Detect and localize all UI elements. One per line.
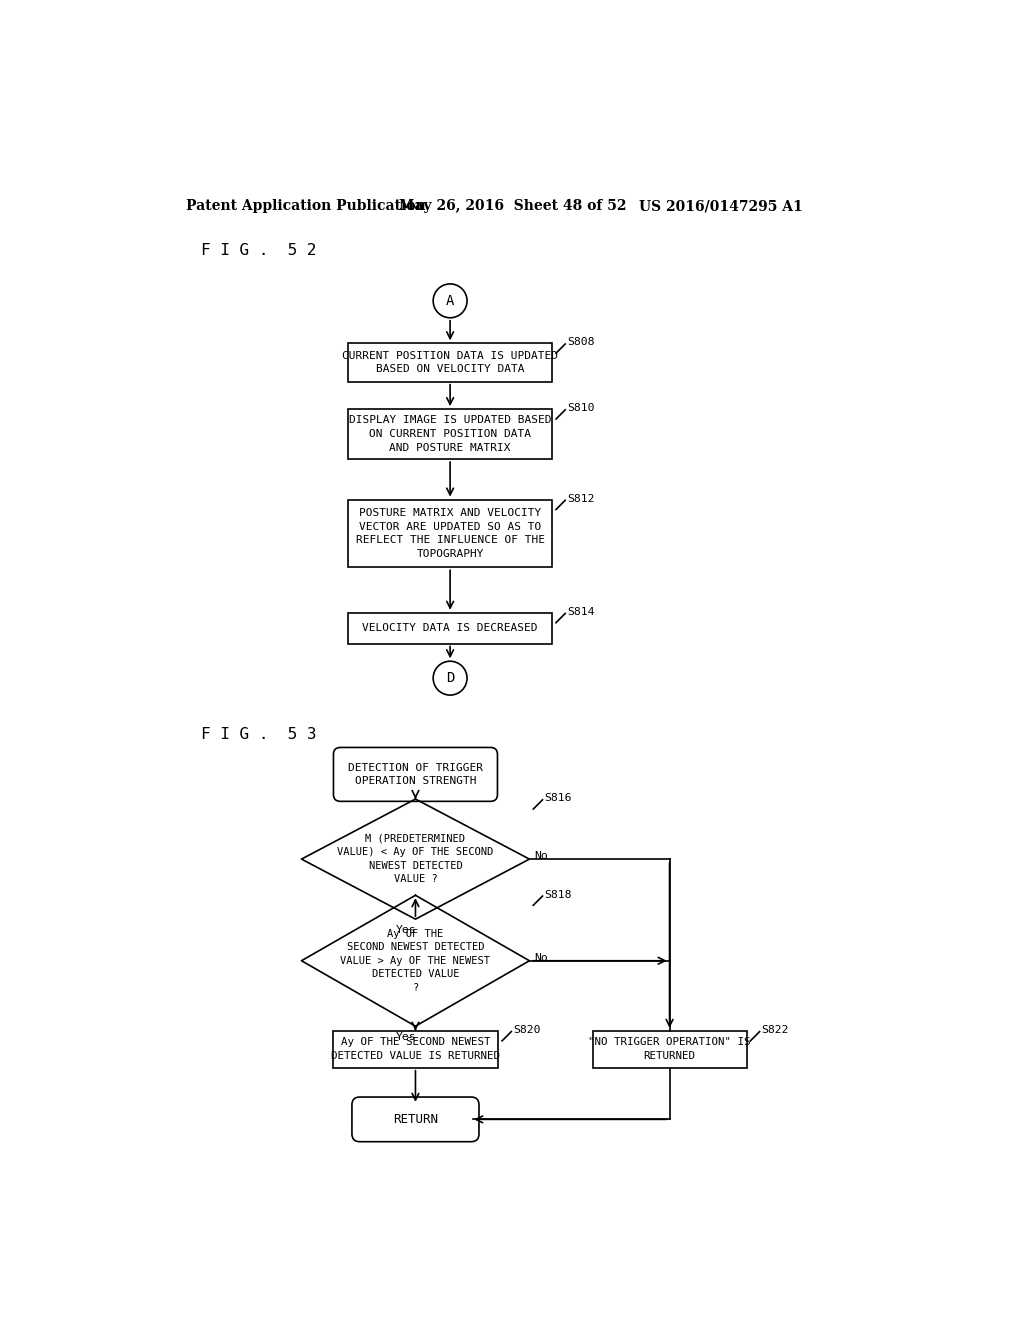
Text: S818: S818 bbox=[544, 890, 571, 899]
Text: "NO TRIGGER OPERATION" IS
RETURNED: "NO TRIGGER OPERATION" IS RETURNED bbox=[589, 1038, 751, 1061]
FancyBboxPatch shape bbox=[352, 1097, 479, 1142]
Text: S810: S810 bbox=[566, 404, 594, 413]
Text: D: D bbox=[445, 671, 455, 685]
Text: RETURN: RETURN bbox=[393, 1113, 438, 1126]
FancyBboxPatch shape bbox=[348, 612, 552, 644]
Text: F I G .  5 3: F I G . 5 3 bbox=[202, 727, 316, 742]
FancyBboxPatch shape bbox=[348, 499, 552, 568]
Circle shape bbox=[433, 284, 467, 318]
Text: M (PREDETERMINED
VALUE) < Ay OF THE SECOND
NEWEST DETECTED
VALUE ?: M (PREDETERMINED VALUE) < Ay OF THE SECO… bbox=[337, 834, 494, 884]
Text: S822: S822 bbox=[761, 1026, 788, 1035]
Text: No: No bbox=[535, 953, 548, 962]
Text: Patent Application Publication: Patent Application Publication bbox=[186, 199, 426, 213]
Circle shape bbox=[433, 661, 467, 696]
Text: S814: S814 bbox=[566, 607, 594, 616]
FancyBboxPatch shape bbox=[348, 343, 552, 381]
Text: A: A bbox=[445, 294, 455, 308]
Text: F I G .  5 2: F I G . 5 2 bbox=[202, 243, 316, 259]
Text: May 26, 2016  Sheet 48 of 52: May 26, 2016 Sheet 48 of 52 bbox=[398, 199, 626, 213]
Text: Yes: Yes bbox=[396, 1032, 417, 1043]
Text: Ay OF THE
SECOND NEWEST DETECTED
VALUE > Ay OF THE NEWEST
DETECTED VALUE
?: Ay OF THE SECOND NEWEST DETECTED VALUE >… bbox=[340, 928, 490, 993]
Text: Ay OF THE SECOND NEWEST
DETECTED VALUE IS RETURNED: Ay OF THE SECOND NEWEST DETECTED VALUE I… bbox=[331, 1038, 500, 1061]
FancyBboxPatch shape bbox=[593, 1031, 746, 1068]
Text: DETECTION OF TRIGGER
OPERATION STRENGTH: DETECTION OF TRIGGER OPERATION STRENGTH bbox=[348, 763, 483, 787]
FancyBboxPatch shape bbox=[333, 1031, 499, 1068]
Text: POSTURE MATRIX AND VELOCITY
VECTOR ARE UPDATED SO AS TO
REFLECT THE INFLUENCE OF: POSTURE MATRIX AND VELOCITY VECTOR ARE U… bbox=[355, 508, 545, 558]
Text: S812: S812 bbox=[566, 494, 594, 504]
Text: No: No bbox=[535, 851, 548, 861]
Text: S816: S816 bbox=[544, 793, 571, 804]
Text: S808: S808 bbox=[566, 338, 594, 347]
Text: Yes: Yes bbox=[396, 925, 417, 936]
Text: US 2016/0147295 A1: US 2016/0147295 A1 bbox=[639, 199, 803, 213]
Text: S820: S820 bbox=[513, 1026, 541, 1035]
Text: DISPLAY IMAGE IS UPDATED BASED
ON CURRENT POSITION DATA
AND POSTURE MATRIX: DISPLAY IMAGE IS UPDATED BASED ON CURREN… bbox=[349, 416, 551, 453]
FancyBboxPatch shape bbox=[334, 747, 498, 801]
FancyBboxPatch shape bbox=[348, 409, 552, 459]
Text: VELOCITY DATA IS DECREASED: VELOCITY DATA IS DECREASED bbox=[362, 623, 538, 634]
Text: CURRENT POSITION DATA IS UPDATED
BASED ON VELOCITY DATA: CURRENT POSITION DATA IS UPDATED BASED O… bbox=[342, 351, 558, 375]
